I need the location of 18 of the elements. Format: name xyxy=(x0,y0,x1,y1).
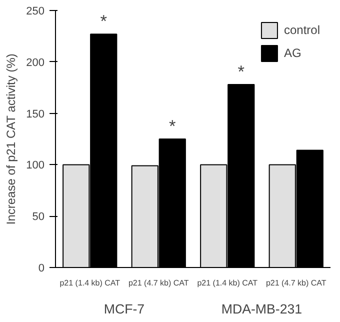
y-tick-label: 150 xyxy=(26,108,45,120)
y-axis-title: Increase of p21 CAT activity (%) xyxy=(4,54,18,225)
legend-label: AG xyxy=(284,46,302,60)
y-tick-label: 100 xyxy=(26,160,45,172)
x-tick-label: p21 (1.4 kb) CAT xyxy=(197,278,258,288)
x-tick-label: p21 (1.4 kb) CAT xyxy=(60,278,120,288)
text: MDA-MB-231 xyxy=(221,302,302,316)
annotation: * xyxy=(169,116,176,136)
x-tick-label: p21 (4.7 kb) CAT xyxy=(128,278,189,288)
x-tick-label: p21 (4.7 kb) CAT xyxy=(266,278,326,288)
annotation: * xyxy=(238,61,245,82)
text: MCF-7 xyxy=(104,302,145,316)
y-tick-label: 50 xyxy=(32,211,45,224)
y-tick-label: 0 xyxy=(38,262,45,274)
y-tick-label: 250 xyxy=(26,6,45,18)
annotation: * xyxy=(100,11,108,32)
legend-label: control xyxy=(284,23,320,37)
y-tick-label: 200 xyxy=(26,56,45,69)
